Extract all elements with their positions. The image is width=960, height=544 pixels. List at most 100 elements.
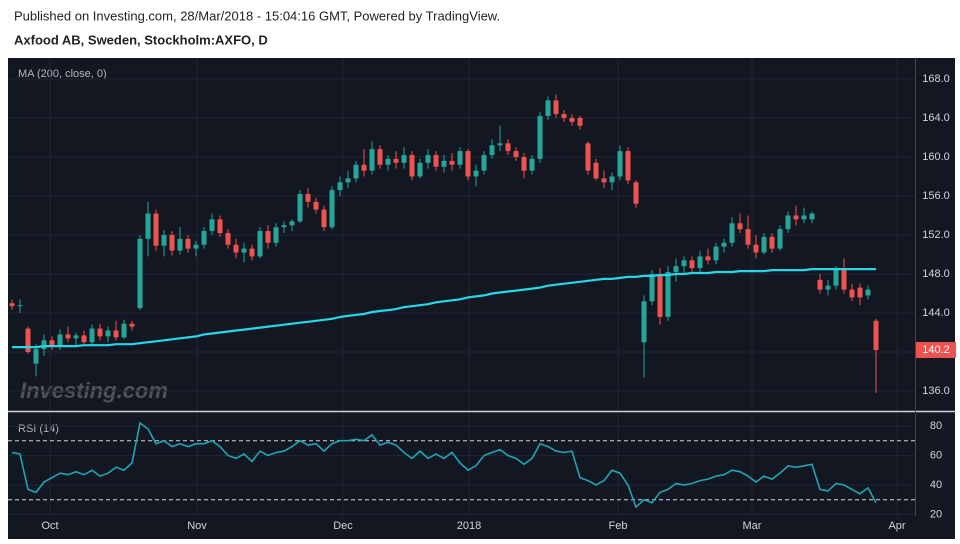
candle-body bbox=[393, 158, 399, 163]
candle-body bbox=[713, 246, 719, 261]
candle-body bbox=[409, 155, 415, 177]
indicator-line bbox=[12, 268, 876, 349]
y-tick-label: 136.0 bbox=[922, 385, 950, 397]
candle-body bbox=[641, 301, 647, 343]
candle-body bbox=[209, 219, 215, 232]
candle-body bbox=[353, 164, 359, 179]
candle-body bbox=[169, 234, 175, 251]
candle-body bbox=[17, 305, 23, 307]
candle-body bbox=[25, 328, 31, 352]
last-price-label: 140.2 bbox=[922, 344, 950, 356]
candle-body bbox=[537, 116, 543, 159]
candle-body bbox=[481, 155, 487, 171]
candle-body bbox=[137, 238, 143, 309]
candle-body bbox=[729, 223, 735, 243]
candle-body bbox=[249, 248, 255, 257]
candle-body bbox=[145, 213, 151, 239]
candle-body bbox=[193, 244, 199, 249]
y-tick-label: 168.0 bbox=[922, 73, 950, 85]
candle-body bbox=[177, 238, 183, 251]
candle-body bbox=[593, 162, 599, 179]
candle-body bbox=[441, 160, 447, 167]
x-tick-label: Apr bbox=[888, 520, 905, 532]
candle-body bbox=[361, 164, 367, 171]
y-tick-label: 148.0 bbox=[922, 268, 950, 280]
x-tick-label: Oct bbox=[41, 520, 58, 532]
candle-body bbox=[217, 219, 223, 234]
x-tick-label: Dec bbox=[333, 520, 353, 532]
candle-body bbox=[201, 231, 207, 245]
candle-body bbox=[753, 244, 759, 253]
candle-body bbox=[761, 236, 767, 253]
candle-body bbox=[425, 155, 431, 163]
candle-body bbox=[849, 289, 855, 298]
candle-body bbox=[33, 349, 39, 364]
candle-body bbox=[57, 334, 63, 347]
candle-body bbox=[257, 231, 263, 257]
candle-body bbox=[625, 151, 631, 181]
y-tick-label: 40 bbox=[930, 479, 942, 491]
y-tick-label: 160.0 bbox=[922, 151, 950, 163]
candle-body bbox=[721, 242, 727, 247]
y-tick-label: 20 bbox=[930, 508, 942, 520]
candle-body bbox=[97, 328, 103, 337]
candle-body bbox=[385, 158, 391, 165]
candle-body bbox=[569, 117, 575, 122]
candle-body bbox=[9, 303, 15, 307]
candle-body bbox=[841, 270, 847, 290]
candle-body bbox=[745, 229, 751, 245]
candle-body bbox=[681, 260, 687, 267]
candle-body bbox=[377, 149, 383, 165]
y-tick-label: 60 bbox=[930, 449, 942, 461]
candle-body bbox=[601, 178, 607, 183]
y-tick-label: 164.0 bbox=[922, 112, 950, 124]
candle-body bbox=[65, 334, 71, 339]
candle-body bbox=[105, 330, 111, 337]
candle-body bbox=[161, 234, 167, 246]
watermark: Investing.com bbox=[20, 378, 168, 403]
candle-body bbox=[609, 176, 615, 183]
symbol-title: Axfood AB, Sweden, Stockholm:AXFO, D bbox=[14, 32, 268, 47]
candle-body bbox=[545, 100, 551, 117]
candle-body bbox=[697, 256, 703, 269]
x-tick-label: 2018 bbox=[457, 520, 481, 532]
candle-body bbox=[497, 143, 503, 146]
candle-body bbox=[153, 213, 159, 246]
candle-body bbox=[513, 151, 519, 157]
candle-body bbox=[489, 145, 495, 156]
candle-body bbox=[81, 335, 87, 343]
candle-body bbox=[401, 155, 407, 163]
candle-body bbox=[473, 170, 479, 177]
candle-body bbox=[321, 209, 327, 228]
candle-body bbox=[585, 143, 591, 171]
candle-body bbox=[289, 221, 295, 226]
candle-body bbox=[113, 330, 119, 338]
candle-body bbox=[633, 182, 639, 204]
candle-body bbox=[225, 233, 231, 245]
candle-body bbox=[793, 215, 799, 220]
candle-body bbox=[705, 256, 711, 261]
candle-body bbox=[857, 287, 863, 298]
y-tick-label: 152.0 bbox=[922, 229, 950, 241]
candle-body bbox=[417, 162, 423, 177]
candle-body bbox=[561, 114, 567, 118]
candle-body bbox=[465, 151, 471, 177]
candle-body bbox=[457, 151, 463, 165]
candle-body bbox=[657, 273, 663, 317]
candle-body bbox=[689, 260, 695, 269]
candle-body bbox=[73, 335, 79, 339]
candle-body bbox=[329, 190, 335, 228]
candle-body bbox=[809, 213, 815, 220]
x-tick-label: Mar bbox=[743, 520, 762, 532]
candle-body bbox=[281, 225, 287, 228]
candle-body bbox=[41, 340, 47, 350]
candle-body bbox=[577, 117, 583, 126]
candle-body bbox=[273, 227, 279, 243]
candle-body bbox=[649, 273, 655, 302]
candle-body bbox=[313, 201, 319, 210]
candle-body bbox=[825, 285, 831, 290]
x-tick-label: Feb bbox=[609, 520, 628, 532]
candle-body bbox=[305, 194, 311, 202]
